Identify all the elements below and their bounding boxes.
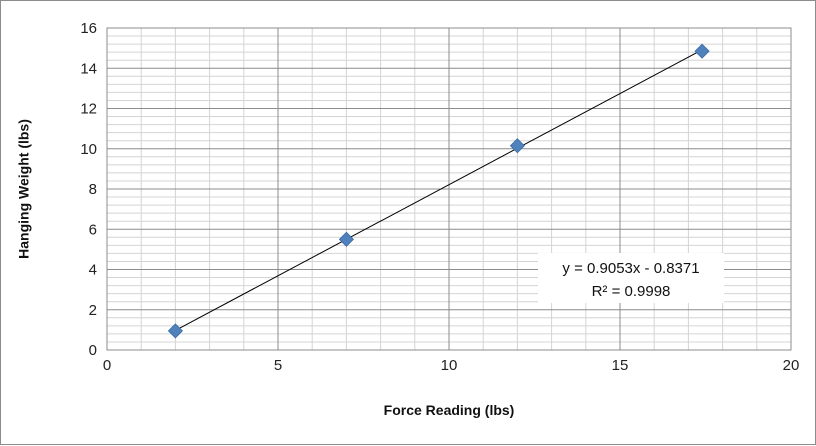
y-tick-label: 6: [89, 221, 97, 238]
trendline-equation: y = 0.9053x - 0.8371: [562, 260, 699, 277]
equation-background: [538, 253, 724, 303]
y-tick-label: 14: [80, 60, 97, 77]
x-tick-label: 10: [441, 357, 458, 374]
y-tick-label: 0: [89, 342, 97, 359]
data-point: [338, 231, 354, 247]
data-point: [167, 323, 183, 339]
data-point: [694, 43, 710, 59]
trendline: [175, 49, 703, 331]
trendline-equation-box: y = 0.9053x - 0.8371 R² = 0.9998: [538, 253, 724, 303]
y-axis-title: Hanging Weight (lbs): [16, 119, 32, 259]
data-point: [509, 138, 525, 154]
tick-labels: 0 5 10 15 20 0 2 4 6 8 10 12 14 16: [80, 20, 799, 374]
x-tick-label: 15: [612, 357, 629, 374]
x-tick-label: 5: [274, 357, 282, 374]
y-tick-label: 10: [80, 141, 97, 158]
plot-area: [106, 27, 792, 351]
y-tick-label: 8: [89, 181, 97, 198]
y-tick-label: 12: [80, 101, 97, 118]
r-squared-label: R² = 0.9998: [592, 283, 671, 300]
y-tick-label: 16: [80, 20, 97, 37]
x-tick-label: 0: [103, 357, 111, 374]
data-points: [167, 43, 710, 339]
y-tick-label: 4: [89, 262, 97, 279]
x-axis-title: Force Reading (lbs): [384, 402, 515, 418]
y-tick-label: 2: [89, 302, 97, 319]
x-tick-label: 20: [783, 357, 800, 374]
